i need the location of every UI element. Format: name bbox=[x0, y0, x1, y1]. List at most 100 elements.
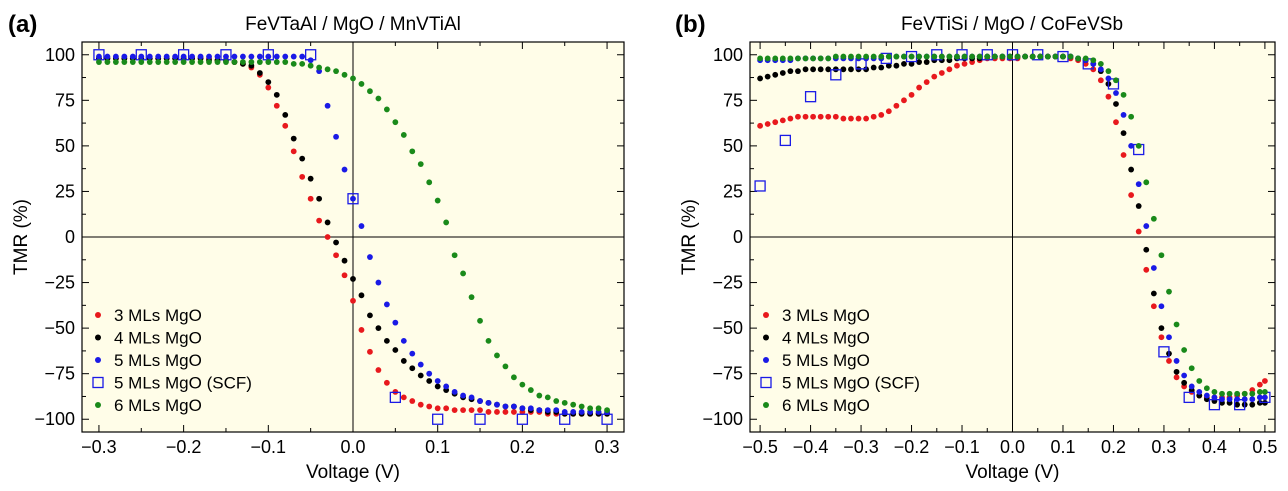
y-tick-label: 75 bbox=[55, 90, 75, 110]
series-4 bbox=[757, 53, 1268, 397]
data-point bbox=[855, 53, 862, 60]
data-point bbox=[893, 102, 900, 109]
x-tick-label: 0.5 bbox=[1252, 437, 1277, 457]
data-point bbox=[595, 405, 602, 412]
legend-marker bbox=[763, 312, 769, 318]
data-point bbox=[409, 350, 416, 357]
data-point bbox=[795, 113, 801, 120]
data-point bbox=[878, 64, 885, 71]
data-point bbox=[273, 102, 280, 109]
data-point-square bbox=[1208, 399, 1221, 411]
y-tick-label: 25 bbox=[55, 181, 75, 201]
data-point bbox=[1120, 152, 1127, 158]
data-point bbox=[908, 91, 915, 98]
data-point bbox=[443, 219, 450, 226]
data-point bbox=[392, 319, 399, 326]
data-point bbox=[764, 55, 771, 62]
data-point bbox=[409, 398, 416, 404]
y-tick-label: 0 bbox=[65, 227, 75, 247]
legend-label: 4 MLs MgO bbox=[114, 329, 202, 348]
data-point bbox=[802, 66, 809, 73]
data-point bbox=[146, 53, 153, 60]
legend-marker bbox=[763, 402, 769, 408]
data-point bbox=[307, 195, 314, 202]
data-point bbox=[757, 75, 763, 82]
data-point bbox=[155, 59, 162, 65]
data-point bbox=[1173, 368, 1180, 375]
data-point bbox=[121, 53, 128, 60]
data-point bbox=[383, 379, 390, 386]
data-point bbox=[290, 60, 297, 67]
y-tick-label: 0 bbox=[733, 227, 743, 247]
legend-label: 6 MLs MgO bbox=[114, 396, 202, 415]
plot-frame bbox=[749, 41, 1276, 433]
data-point bbox=[817, 66, 824, 73]
data-point bbox=[240, 59, 246, 65]
data-point bbox=[180, 53, 187, 60]
data-point bbox=[1211, 389, 1218, 395]
y-tick-label: 100 bbox=[45, 45, 75, 65]
x-tick-label: −0.1 bbox=[251, 437, 287, 457]
data-point bbox=[1128, 113, 1135, 120]
data-point bbox=[434, 383, 441, 390]
data-point bbox=[916, 59, 923, 65]
data-point bbox=[1158, 334, 1165, 341]
data-point bbox=[536, 407, 543, 414]
data-point bbox=[189, 59, 195, 65]
data-point bbox=[570, 409, 577, 415]
data-point bbox=[307, 175, 314, 182]
data-point bbox=[863, 115, 870, 122]
data-point bbox=[358, 81, 365, 87]
data-point bbox=[417, 372, 424, 379]
data-point bbox=[757, 55, 763, 62]
data-point bbox=[231, 59, 238, 65]
data-point bbox=[1256, 389, 1263, 395]
data-point bbox=[1037, 53, 1044, 60]
data-point bbox=[1120, 111, 1127, 118]
data-point bbox=[341, 257, 348, 264]
data-point bbox=[375, 367, 382, 373]
data-point-square bbox=[601, 413, 613, 425]
data-point bbox=[417, 361, 424, 368]
data-point-square bbox=[754, 180, 766, 192]
data-point-square bbox=[347, 193, 359, 205]
data-point bbox=[1082, 55, 1089, 62]
data-point bbox=[946, 66, 953, 73]
data-point bbox=[1060, 53, 1066, 60]
data-point bbox=[417, 401, 424, 408]
legend-label: 3 MLs MgO bbox=[782, 306, 870, 325]
data-point bbox=[112, 53, 119, 60]
data-point bbox=[961, 53, 968, 60]
legend-label: 6 MLs MgO bbox=[782, 396, 870, 415]
data-point bbox=[1219, 390, 1225, 397]
data-point bbox=[265, 53, 272, 60]
data-point bbox=[561, 399, 568, 406]
data-point bbox=[383, 301, 390, 308]
data-point bbox=[426, 179, 433, 186]
data-point bbox=[570, 401, 577, 408]
data-point bbox=[316, 64, 323, 71]
data-point bbox=[96, 59, 102, 65]
legend-marker bbox=[95, 334, 101, 341]
data-point bbox=[104, 53, 111, 60]
y-tick-label: −75 bbox=[712, 364, 743, 384]
data-point-square bbox=[855, 58, 867, 70]
x-tick-label: 0.3 bbox=[595, 437, 620, 457]
data-point bbox=[163, 53, 170, 60]
data-point bbox=[1181, 347, 1188, 353]
data-point bbox=[1105, 68, 1112, 75]
data-point bbox=[1234, 390, 1241, 397]
data-point bbox=[802, 55, 809, 62]
data-point bbox=[764, 121, 771, 127]
data-point-square bbox=[389, 391, 401, 404]
data-point bbox=[764, 73, 771, 80]
data-point bbox=[400, 358, 407, 364]
data-point bbox=[878, 111, 885, 118]
data-point bbox=[1014, 53, 1021, 60]
data-point bbox=[969, 53, 976, 60]
data-point bbox=[409, 148, 416, 155]
data-point-square bbox=[432, 413, 444, 425]
x-axis-label: Voltage (V) bbox=[966, 462, 1060, 483]
data-point bbox=[180, 59, 187, 65]
data-point bbox=[451, 407, 458, 414]
